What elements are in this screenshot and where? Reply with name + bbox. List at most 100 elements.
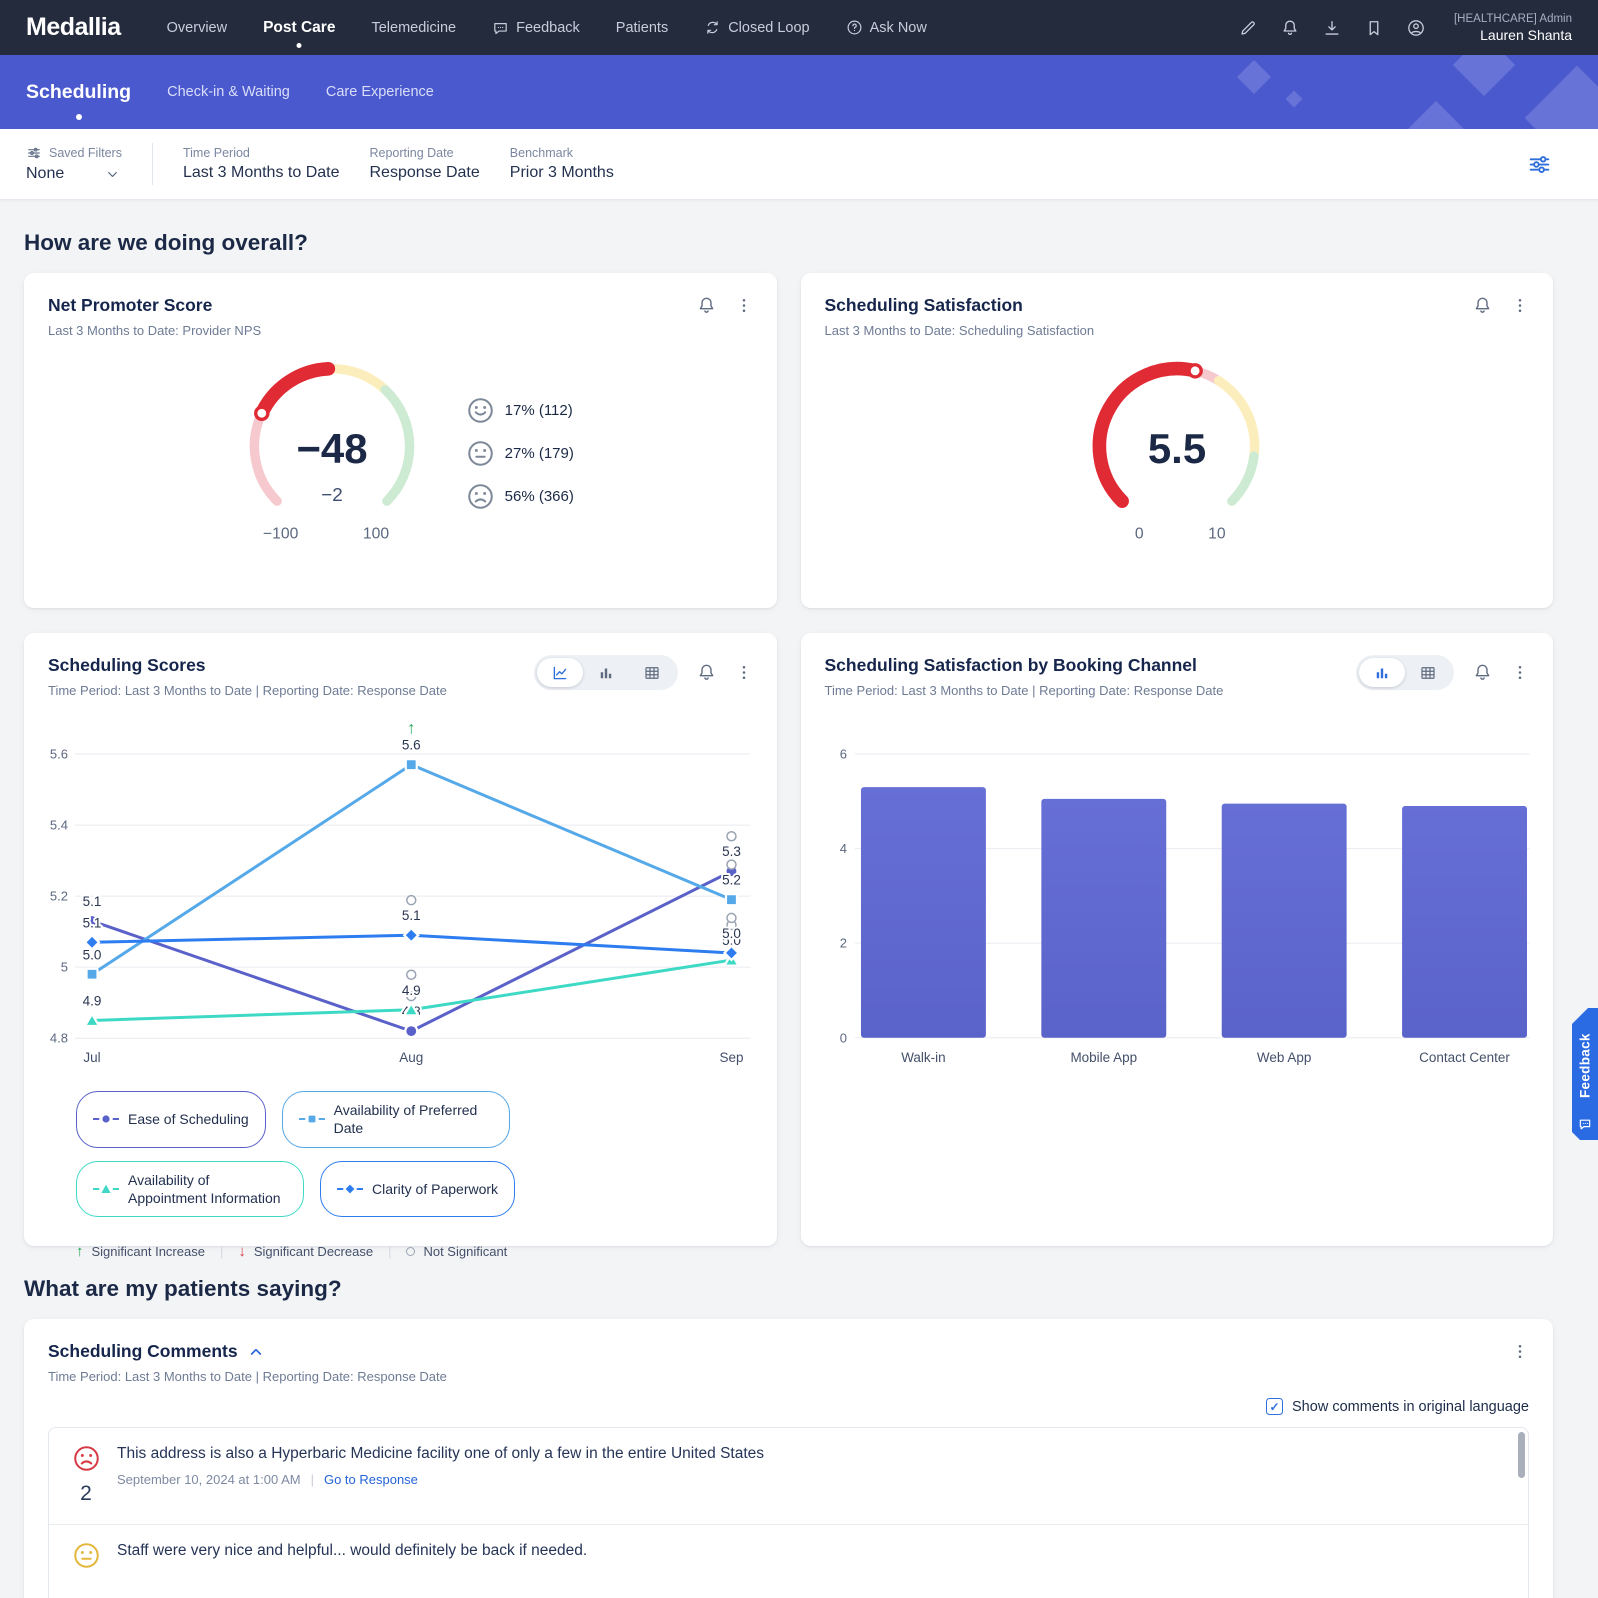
legend-clarity-of-paperwork[interactable]: Clarity of Paperwork — [320, 1160, 516, 1217]
svg-text:Walk-in: Walk-in — [901, 1050, 945, 1065]
filter-divider — [151, 143, 153, 185]
reporting-date-group[interactable]: Reporting Date Response Date — [369, 146, 480, 181]
alert-bell-icon[interactable] — [1472, 662, 1493, 683]
section-title-overall: How are we doing overall? — [24, 230, 308, 255]
nav-patients[interactable]: Patients — [615, 19, 669, 36]
legend-ease-of-scheduling[interactable]: Ease of Scheduling — [76, 1091, 266, 1148]
alert-bell-icon[interactable] — [696, 295, 717, 316]
filter-settings — [1527, 152, 1552, 177]
satisfaction-card: Scheduling Satisfaction Last 3 Months to… — [800, 273, 1553, 608]
svg-text:5.3: 5.3 — [722, 844, 741, 859]
comment-row[interactable]: Staff were very nice and helpful... woul… — [49, 1524, 1528, 1592]
user-role: [HEALTHCARE] Admin — [1453, 12, 1572, 25]
decor-diamond — [1285, 90, 1303, 108]
bookmark-icon[interactable] — [1364, 18, 1384, 38]
svg-text:Jul: Jul — [83, 1050, 100, 1065]
passives-row: 27% (179) — [467, 440, 574, 467]
svg-text:4.9: 4.9 — [83, 993, 102, 1008]
go-to-response-link[interactable]: Go to Response — [323, 1472, 418, 1487]
kebab-menu-icon[interactable] — [1511, 1341, 1529, 1362]
kpi-row: Net Promoter Score Last 3 Months to Date… — [24, 273, 1553, 608]
scheduling-scores-chart[interactable]: 5.65.45.254.8JulAugSep5.14.85.35.05.6↑5.… — [48, 719, 753, 1069]
medallia-logo[interactable]: Medallia — [26, 13, 121, 41]
legend-availability-appointment-info[interactable]: Availability of Appointment Information — [76, 1160, 304, 1217]
nps-card-title: Net Promoter Score — [48, 295, 213, 315]
filter-sliders-icon[interactable] — [1527, 152, 1552, 177]
satisfaction-card-subtitle: Last 3 Months to Date: Scheduling Satisf… — [824, 323, 1095, 338]
nav-feedback[interactable]: Feedback — [492, 0, 580, 55]
alert-bell-icon[interactable] — [696, 662, 717, 683]
scores-card-subtitle: Time Period: Last 3 Months to Date | Rep… — [48, 683, 447, 698]
comment-text: This address is also a Hyperbaric Medici… — [117, 1445, 765, 1462]
detractor-frown-icon — [467, 483, 494, 510]
collapse-chevron-up-icon[interactable] — [248, 1344, 264, 1360]
kebab-menu-icon[interactable] — [735, 295, 753, 316]
kebab-menu-icon[interactable] — [735, 662, 753, 683]
nav-overview[interactable]: Overview — [166, 19, 228, 36]
user-info[interactable]: [HEALTHCARE] Admin Lauren Shanta — [1454, 13, 1572, 43]
svg-text:Contact Center: Contact Center — [1419, 1050, 1510, 1065]
up-arrow-icon: ↑ — [76, 1242, 84, 1260]
topnav-actions: [HEALTHCARE] Admin Lauren Shanta — [1238, 13, 1572, 43]
svg-text:Web App: Web App — [1256, 1050, 1310, 1065]
tab-care-experience[interactable]: Care Experience — [325, 84, 434, 100]
nav-telemedicine[interactable]: Telemedicine — [371, 19, 457, 36]
booking-card-subtitle: Time Period: Last 3 Months to Date | Rep… — [824, 683, 1224, 698]
scheduling-scores-card: Scheduling Scores Time Period: Last 3 Mo… — [24, 633, 777, 1260]
svg-text:5.5: 5.5 — [1148, 425, 1206, 472]
line-view-toggle[interactable] — [536, 658, 583, 687]
legend-availability-preferred-date[interactable]: Availability of Preferred Date — [281, 1091, 510, 1148]
decor-diamond — [1524, 65, 1598, 129]
comment-row[interactable]: 2 This address is also a Hyperbaric Medi… — [49, 1428, 1528, 1524]
nav-ask-now[interactable]: Ask Now — [846, 0, 927, 55]
saved-filters-group[interactable]: Saved Filters None — [26, 145, 122, 183]
svg-text:6: 6 — [839, 746, 846, 761]
benchmark-group[interactable]: Benchmark Prior 3 Months — [509, 146, 614, 181]
kebab-menu-icon[interactable] — [1511, 295, 1529, 316]
reporting-date-value: Response Date — [369, 164, 480, 181]
decor-diamond — [1452, 55, 1516, 97]
edit-pencil-icon[interactable] — [1238, 18, 1258, 38]
kebab-menu-icon[interactable] — [1511, 662, 1529, 683]
nav-post-care[interactable]: Post Care — [263, 0, 335, 55]
comment-text: Staff were very nice and helpful... woul… — [117, 1542, 588, 1559]
bar-view-toggle[interactable] — [583, 658, 629, 687]
user-avatar-icon[interactable] — [1406, 18, 1426, 38]
benchmark-value: Prior 3 Months — [509, 164, 614, 181]
comments-scrollbar[interactable] — [1518, 1432, 1525, 1478]
svg-text:10: 10 — [1208, 526, 1226, 543]
svg-text:5.6: 5.6 — [50, 747, 68, 762]
download-icon[interactable] — [1322, 18, 1342, 38]
bar-chart-icon — [600, 668, 611, 678]
promoters-row: 17% (112) — [467, 397, 574, 424]
booking-channel-card: Scheduling Satisfaction by Booking Chann… — [800, 633, 1553, 1246]
saved-filters-icon — [28, 147, 40, 159]
main-nav: Overview Post Care Telemedicine Feedback… — [167, 0, 927, 55]
svg-text:−100: −100 — [263, 526, 299, 543]
tab-check-in-waiting[interactable]: Check-in & Waiting — [167, 84, 290, 100]
svg-text:5.2: 5.2 — [50, 889, 68, 904]
filter-bar: Saved Filters None Time Period Last 3 Mo… — [0, 129, 1598, 200]
time-period-group[interactable]: Time Period Last 3 Months to Date — [182, 146, 340, 181]
passive-neutral-icon — [467, 440, 494, 467]
dashboard-main: How are we doing overall? Net Promoter S… — [24, 230, 1553, 1598]
svg-text:100: 100 — [363, 526, 389, 543]
booking-channel-chart[interactable]: 6 4 2 0 Walk-in Mobile App Web App Contact Cent… — [825, 724, 1530, 1069]
bar-view-toggle[interactable] — [1359, 658, 1405, 687]
saved-filters-value[interactable]: None — [26, 165, 122, 183]
feedback-side-tab[interactable]: Feedback — [1572, 1008, 1598, 1140]
notifications-bell-icon[interactable] — [1280, 18, 1300, 38]
svg-text:4: 4 — [839, 841, 846, 856]
svg-text:5.1: 5.1 — [83, 894, 102, 909]
language-checkbox[interactable]: ✓ — [1266, 1398, 1284, 1415]
time-period-value: Last 3 Months to Date — [182, 164, 340, 181]
nav-closed-loop[interactable]: Closed Loop — [704, 0, 810, 55]
table-view-toggle[interactable] — [1405, 658, 1451, 687]
svg-text:2: 2 — [839, 936, 846, 951]
table-view-toggle[interactable] — [629, 658, 675, 687]
tab-scheduling[interactable]: Scheduling — [26, 80, 132, 103]
alert-bell-icon[interactable] — [1472, 295, 1493, 316]
significance-legend: ↑ Significant Increase | ↓ Significant D… — [76, 1242, 508, 1260]
nps-gauge: −48 −2 −100 100 — [227, 354, 437, 553]
satisfaction-card-title: Scheduling Satisfaction — [824, 295, 1023, 315]
